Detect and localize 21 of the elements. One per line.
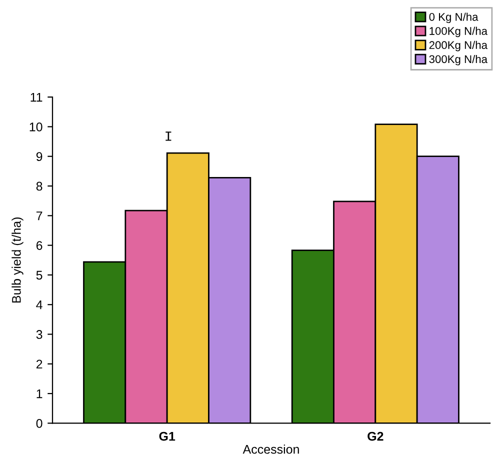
legend-label: 300Kg N/ha [429, 54, 488, 66]
y-tick-label: 4 [36, 300, 42, 310]
legend-label: 200Kg N/ha [429, 40, 488, 52]
y-tick-label: 11 [30, 92, 42, 102]
annotation: I [166, 132, 172, 141]
x-tick-label: G1 [159, 432, 176, 441]
y-tick-label: 0 [36, 419, 42, 428]
x-tick-label: G2 [368, 432, 384, 441]
y-tick-label: 3 [36, 330, 42, 339]
y-tick-label: 10 [30, 122, 42, 132]
x-axis-title: Accession [242, 444, 299, 454]
y-tick-label: 5 [36, 270, 42, 280]
y-tick-label: 1 [36, 389, 42, 398]
y-tick-label: 7 [36, 212, 42, 220]
legend-label: 0 Kg N/ha [429, 12, 478, 24]
y-tick-label: 9 [36, 152, 42, 162]
y-tick-label: 2 [36, 360, 42, 368]
y-tick-label: 8 [36, 182, 42, 191]
y-tick-label: 6 [36, 241, 42, 250]
legend-label: 100Kg N/ha [430, 26, 488, 38]
y-axis-title: Bulb yield (t/ha) [12, 217, 24, 303]
